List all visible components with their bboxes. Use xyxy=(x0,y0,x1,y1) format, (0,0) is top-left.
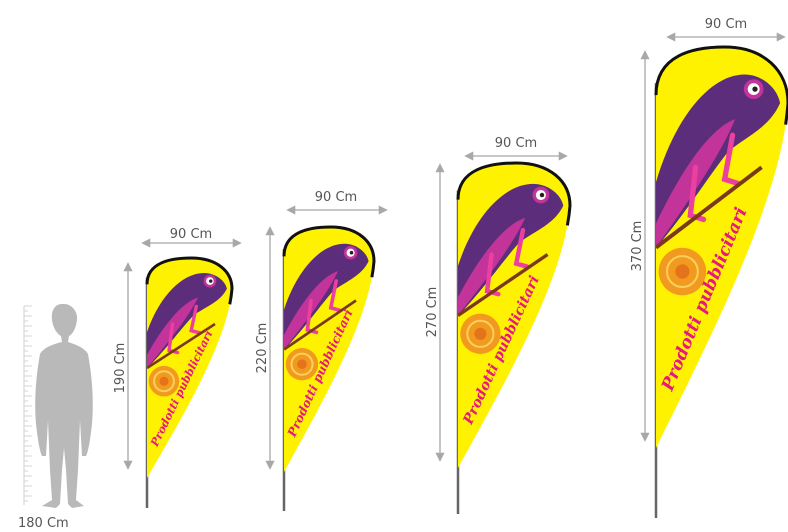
branch xyxy=(656,165,763,250)
chameleon-body xyxy=(458,183,564,322)
branch xyxy=(147,322,216,370)
orange-disc-ring xyxy=(665,255,699,289)
height-label: 370 Cm xyxy=(630,221,645,272)
orange-disc-core xyxy=(675,264,690,279)
width-label: 90 Cm xyxy=(170,227,212,242)
flag-edge xyxy=(282,225,376,473)
orange-disc-ring xyxy=(466,319,495,348)
branch xyxy=(458,253,549,317)
flag-edge xyxy=(145,256,234,484)
flag-edge xyxy=(456,161,572,469)
chameleon-icon xyxy=(458,183,564,322)
width-label: 90 Cm xyxy=(495,136,537,151)
chameleon-icon xyxy=(147,273,227,373)
orange-disc-ring xyxy=(290,352,314,376)
height-label: 220 Cm xyxy=(255,323,270,374)
chameleon-leg xyxy=(721,132,741,186)
chameleon-body xyxy=(656,74,781,256)
orange-disc-core xyxy=(474,327,487,340)
chameleon-leg xyxy=(687,164,707,223)
orange-disc-core xyxy=(159,376,169,386)
chameleon-leg xyxy=(305,298,319,335)
chameleon-pupil xyxy=(752,86,758,92)
orange-disc-ring xyxy=(153,370,175,393)
person-height-label: 180 Cm xyxy=(18,516,69,531)
branch xyxy=(284,299,357,351)
chameleon-leg xyxy=(484,252,501,297)
chameleon-leg xyxy=(328,279,342,313)
chameleon-pupil xyxy=(209,279,213,283)
ruler-icon xyxy=(23,305,32,505)
chameleon-leg xyxy=(189,304,202,335)
width-label: 90 Cm xyxy=(705,17,747,32)
chameleon-body xyxy=(284,243,369,355)
person-silhouette-icon: 180 Cm xyxy=(18,304,93,531)
chameleon-pupil xyxy=(539,192,545,198)
flag-edge xyxy=(654,45,788,449)
orange-disc-core xyxy=(297,359,307,370)
chameleon-icon xyxy=(284,243,369,355)
chameleon-body xyxy=(147,273,227,373)
chameleon-icon xyxy=(656,74,781,256)
chameleon-leg xyxy=(167,322,180,355)
height-label: 270 Cm xyxy=(425,287,440,338)
chameleon-leg xyxy=(513,227,530,269)
width-label: 90 Cm xyxy=(315,190,357,205)
chameleon-pupil xyxy=(349,250,354,255)
height-label: 190 Cm xyxy=(113,343,128,394)
